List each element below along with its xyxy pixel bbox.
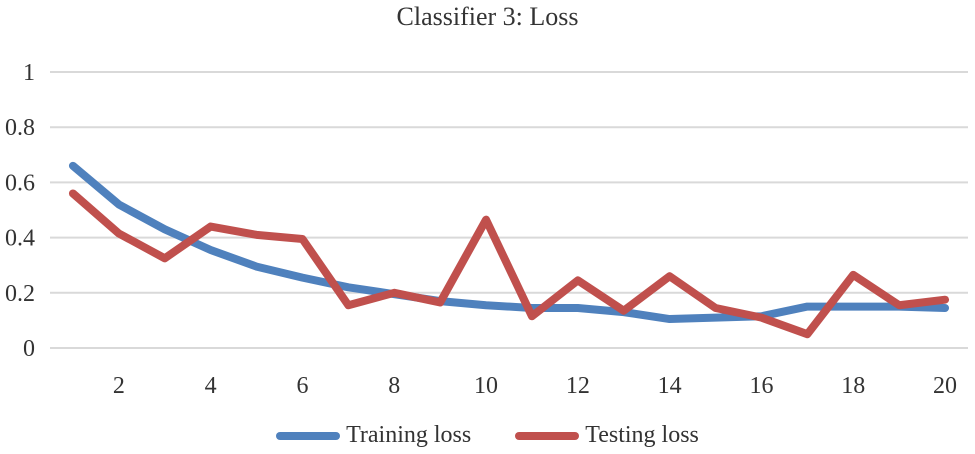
- series-line-testing: [68, 189, 950, 339]
- gridlines: [50, 71, 968, 349]
- x-tick-label: 12: [566, 373, 590, 399]
- y-tick-label: 0: [23, 336, 35, 362]
- series-lines: [68, 161, 950, 339]
- chart-title: Classifier 3: Loss: [396, 2, 579, 31]
- y-tick-label: 0.4: [5, 226, 35, 252]
- legend: Training loss Testing loss: [0, 422, 975, 449]
- x-tick-label: 16: [749, 373, 773, 399]
- legend-label-testing: Testing loss: [585, 422, 699, 448]
- x-tick-label: 10: [474, 373, 498, 399]
- x-axis-ticks: 2 4 6 8 10 12 14 16 18 20: [113, 373, 957, 399]
- y-tick-label: 0.2: [5, 281, 35, 307]
- series-line-training: [68, 161, 950, 324]
- x-tick-label: 4: [205, 373, 217, 399]
- legend-swatch-training: [276, 431, 341, 440]
- x-tick-label: 8: [388, 373, 400, 399]
- x-tick-label: 20: [933, 373, 957, 399]
- x-tick-label: 18: [841, 373, 865, 399]
- legend-item-training: Training loss: [276, 422, 471, 449]
- legend-item-testing: Testing loss: [515, 422, 699, 449]
- y-tick-label: 1: [23, 60, 35, 86]
- y-tick-label: 0.8: [5, 115, 35, 141]
- x-tick-label: 2: [113, 373, 125, 399]
- legend-label-training: Training loss: [346, 422, 472, 448]
- x-tick-label: 14: [658, 373, 682, 399]
- x-tick-label: 6: [296, 373, 308, 399]
- legend-swatch-testing: [515, 431, 580, 440]
- y-tick-label: 0.6: [5, 170, 35, 196]
- y-axis-ticks: 0 0.2 0.4 0.6 0.8 1: [5, 60, 35, 362]
